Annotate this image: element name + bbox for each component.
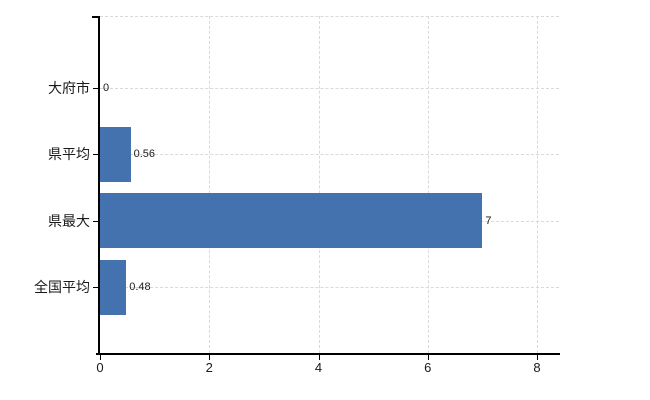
y-axis-tick	[93, 154, 100, 156]
horizontal-gridline	[100, 16, 559, 17]
vertical-gridline	[427, 16, 429, 353]
x-axis-line	[96, 353, 560, 355]
horizontal-gridline	[100, 88, 559, 89]
x-axis-tick-label: 4	[314, 360, 323, 375]
horizontal-gridline	[100, 154, 559, 156]
x-axis-tick-label: 8	[533, 360, 541, 375]
bar-value-label: 0.56	[133, 148, 155, 161]
vertical-gridline	[537, 16, 538, 353]
x-axis-tick	[318, 355, 320, 360]
y-axis-label: 県最大	[48, 212, 90, 229]
bar-県最大	[100, 193, 483, 249]
x-axis-tick	[100, 355, 101, 360]
x-axis-tick-label: 2	[205, 360, 213, 375]
bar-県平均	[100, 126, 131, 182]
vertical-gridline	[318, 16, 320, 353]
bar-全国平均	[100, 259, 127, 315]
x-axis-tick	[537, 355, 538, 360]
y-axis-top-tick	[92, 16, 100, 18]
x-axis-tick	[427, 355, 429, 360]
x-axis-tick-label: 6	[424, 360, 432, 375]
y-axis-tick	[93, 287, 100, 289]
bar-value-label: 7	[485, 214, 492, 227]
y-axis-tick	[93, 88, 100, 89]
y-axis-label: 大府市	[48, 80, 90, 96]
y-axis-line	[98, 16, 100, 355]
bar-value-label: 0	[103, 82, 110, 94]
horizontal-gridline	[100, 287, 559, 289]
y-axis-label: 全国平均	[34, 279, 90, 296]
vertical-gridline	[209, 16, 211, 353]
x-axis-tick	[209, 355, 211, 360]
y-axis-tick	[93, 220, 100, 222]
x-axis-tick-label: 0	[96, 360, 104, 375]
y-axis-label: 県平均	[48, 146, 90, 163]
bar-value-label: 0.48	[129, 281, 151, 294]
